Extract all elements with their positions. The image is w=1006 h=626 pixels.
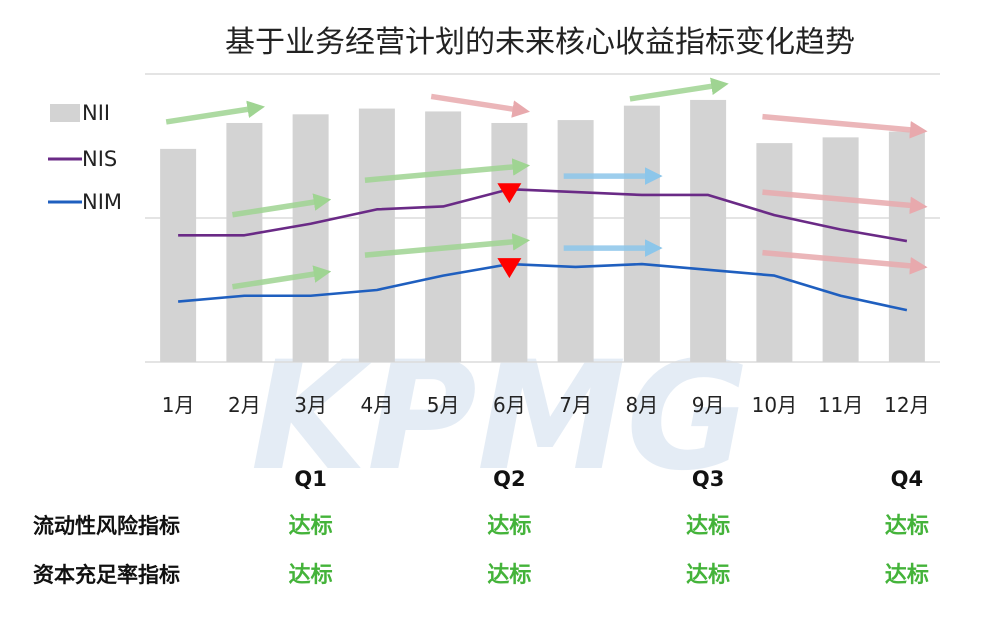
indicator-status: 达标 bbox=[885, 562, 929, 588]
indicator-status: 达标 bbox=[686, 513, 730, 539]
line-nis bbox=[178, 187, 908, 243]
bar-nii-9 bbox=[690, 99, 727, 363]
indicator-row-label: 资本充足率指标 bbox=[33, 563, 180, 587]
x-tick-label: 3月 bbox=[294, 393, 327, 417]
trend-arrow-up bbox=[232, 193, 332, 218]
bar-nii-5 bbox=[425, 111, 462, 362]
x-tick-label: 1月 bbox=[162, 393, 195, 417]
bar-nii-2 bbox=[226, 122, 263, 363]
x-tick-label: 2月 bbox=[228, 393, 261, 417]
indicator-row-label: 流动性风险指标 bbox=[33, 514, 180, 538]
x-tick-label: 12月 bbox=[884, 393, 929, 417]
quarter-label: Q2 bbox=[493, 467, 525, 491]
indicator-status: 达标 bbox=[289, 513, 333, 539]
peak-marker-nis bbox=[497, 183, 522, 204]
x-tick-label: 10月 bbox=[752, 393, 797, 417]
bar-series-nii bbox=[160, 99, 925, 363]
line-series bbox=[178, 187, 908, 312]
x-tick-label: 6月 bbox=[493, 393, 526, 417]
peak-marker-nim bbox=[497, 258, 522, 279]
bar-nii-7 bbox=[557, 120, 594, 362]
indicator-status: 达标 bbox=[487, 513, 531, 539]
trend-arrow-up bbox=[165, 100, 265, 125]
trend-arrow-up bbox=[364, 158, 531, 183]
quarter-label: Q4 bbox=[891, 467, 923, 491]
bar-nii-11 bbox=[822, 137, 859, 362]
trend-arrow-down bbox=[762, 189, 928, 215]
trend-arrow-up bbox=[629, 77, 729, 102]
peak-markers bbox=[497, 183, 522, 279]
legend-label-nii: NII bbox=[82, 101, 110, 125]
legend-label-nis: NIS bbox=[82, 147, 117, 171]
x-axis: 1月 2月 3月 4月 5月 6月 7月 8月 9月 10月 11月 12月 bbox=[162, 393, 930, 417]
x-tick-label: 7月 bbox=[559, 393, 592, 417]
bar-nii-3 bbox=[292, 114, 329, 362]
trend-arrows bbox=[165, 77, 928, 290]
bar-nii-4 bbox=[358, 108, 395, 362]
indicator-status: 达标 bbox=[686, 562, 730, 588]
x-tick-label: 4月 bbox=[361, 393, 394, 417]
legend: NII NIS NIM bbox=[48, 101, 122, 214]
trend-arrow-down bbox=[762, 249, 928, 275]
x-tick-label: 5月 bbox=[427, 393, 460, 417]
trend-arrow-down bbox=[430, 93, 530, 118]
indicator-status: 达标 bbox=[487, 562, 531, 588]
x-tick-label: 8月 bbox=[626, 393, 659, 417]
trend-arrow-up bbox=[364, 233, 531, 258]
bar-nii-8 bbox=[623, 105, 660, 363]
trend-arrow-down bbox=[762, 113, 928, 139]
x-tick-label: 9月 bbox=[692, 393, 725, 417]
bar-nii-1 bbox=[160, 148, 197, 362]
legend-label-nim: NIM bbox=[82, 190, 122, 214]
bar-nii-12 bbox=[888, 131, 925, 362]
line-nim bbox=[178, 262, 908, 312]
chart-title: 基于业务经营计划的未来核心收益指标变化趋势 bbox=[225, 25, 855, 60]
x-tick-label: 11月 bbox=[818, 393, 863, 417]
quarter-label: Q1 bbox=[294, 467, 326, 491]
legend-swatch-nii bbox=[50, 104, 80, 122]
indicator-status: 达标 bbox=[885, 513, 929, 539]
trend-arrow-up bbox=[232, 265, 332, 290]
quarter-label: Q3 bbox=[692, 467, 724, 491]
indicator-status: 达标 bbox=[289, 562, 333, 588]
grid bbox=[145, 73, 940, 363]
